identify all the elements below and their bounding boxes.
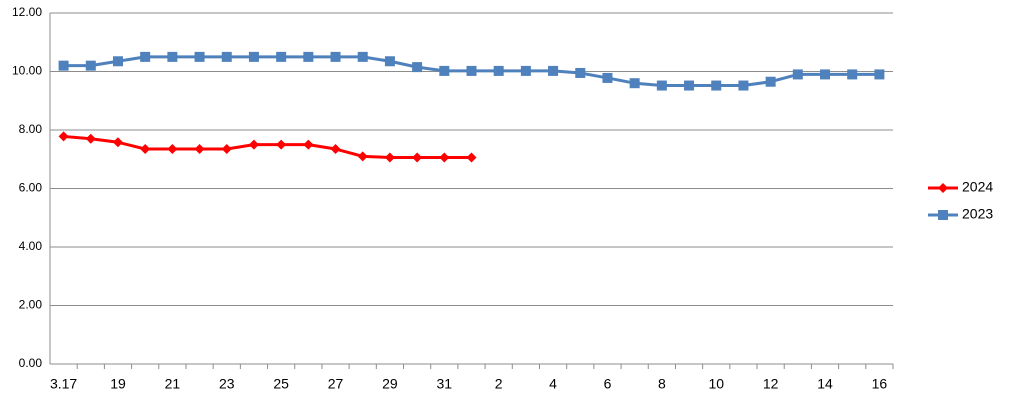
marker <box>792 69 803 80</box>
marker <box>938 210 948 220</box>
marker <box>357 151 368 162</box>
marker <box>412 62 423 73</box>
x-tick-label: 23 <box>219 376 235 392</box>
x-tick-label: 14 <box>817 376 833 392</box>
marker <box>167 51 178 62</box>
marker <box>221 144 232 155</box>
marker <box>140 51 151 62</box>
y-tick-label: 8.00 <box>19 122 43 136</box>
marker <box>221 51 232 62</box>
x-tick-label: 3.17 <box>50 376 77 392</box>
marker <box>140 144 151 155</box>
marker <box>194 51 205 62</box>
marker <box>85 133 96 144</box>
marker <box>602 72 613 83</box>
marker <box>58 131 69 142</box>
x-tick-label: 27 <box>328 376 344 392</box>
marker <box>439 65 450 76</box>
x-tick-label: 10 <box>708 376 724 392</box>
marker <box>938 183 948 193</box>
marker <box>466 152 477 163</box>
marker <box>303 51 314 62</box>
y-tick-label: 4.00 <box>19 239 43 253</box>
x-tick-label: 4 <box>549 376 557 392</box>
marker <box>384 56 395 67</box>
x-tick-label: 16 <box>872 376 888 392</box>
x-tick-label: 6 <box>604 376 612 392</box>
y-tick-label: 10.00 <box>12 64 42 78</box>
x-tick-label: 25 <box>273 376 289 392</box>
marker <box>384 152 395 163</box>
x-tick-label: 2 <box>495 376 503 392</box>
marker <box>248 139 259 150</box>
marker <box>629 78 640 89</box>
x-tick-label: 21 <box>165 376 181 392</box>
marker <box>412 152 423 163</box>
marker <box>820 69 831 80</box>
marker <box>493 65 504 76</box>
marker <box>330 51 341 62</box>
marker <box>194 144 205 155</box>
marker <box>439 152 450 163</box>
marker <box>276 139 287 150</box>
marker <box>738 80 749 91</box>
x-tick-label: 19 <box>110 376 126 392</box>
series-line <box>63 134 472 159</box>
y-tick-label: 2.00 <box>19 298 43 312</box>
marker <box>357 51 368 62</box>
marker <box>112 137 123 148</box>
marker <box>248 51 259 62</box>
x-tick-label: 8 <box>658 376 666 392</box>
marker <box>711 80 722 91</box>
marker <box>167 144 178 155</box>
marker <box>656 80 667 91</box>
marker <box>330 144 341 155</box>
legend-label: 2023 <box>962 206 993 222</box>
marker <box>874 69 885 80</box>
marker <box>303 139 314 150</box>
marker <box>112 56 123 67</box>
marker <box>58 60 69 71</box>
marker <box>85 60 96 71</box>
x-tick-label: 12 <box>763 376 779 392</box>
x-tick-label: 29 <box>382 376 398 392</box>
marker <box>765 76 776 87</box>
y-tick-label: 6.00 <box>19 181 43 195</box>
y-tick-label: 12.00 <box>12 5 42 19</box>
marker <box>575 67 586 78</box>
marker <box>847 69 858 80</box>
marker <box>276 51 287 62</box>
y-tick-label: 0.00 <box>19 356 43 370</box>
marker <box>684 80 695 91</box>
marker <box>466 65 477 76</box>
x-tick-label: 31 <box>437 376 453 392</box>
marker <box>520 65 531 76</box>
legend-label: 2024 <box>962 179 993 195</box>
marker <box>548 65 559 76</box>
